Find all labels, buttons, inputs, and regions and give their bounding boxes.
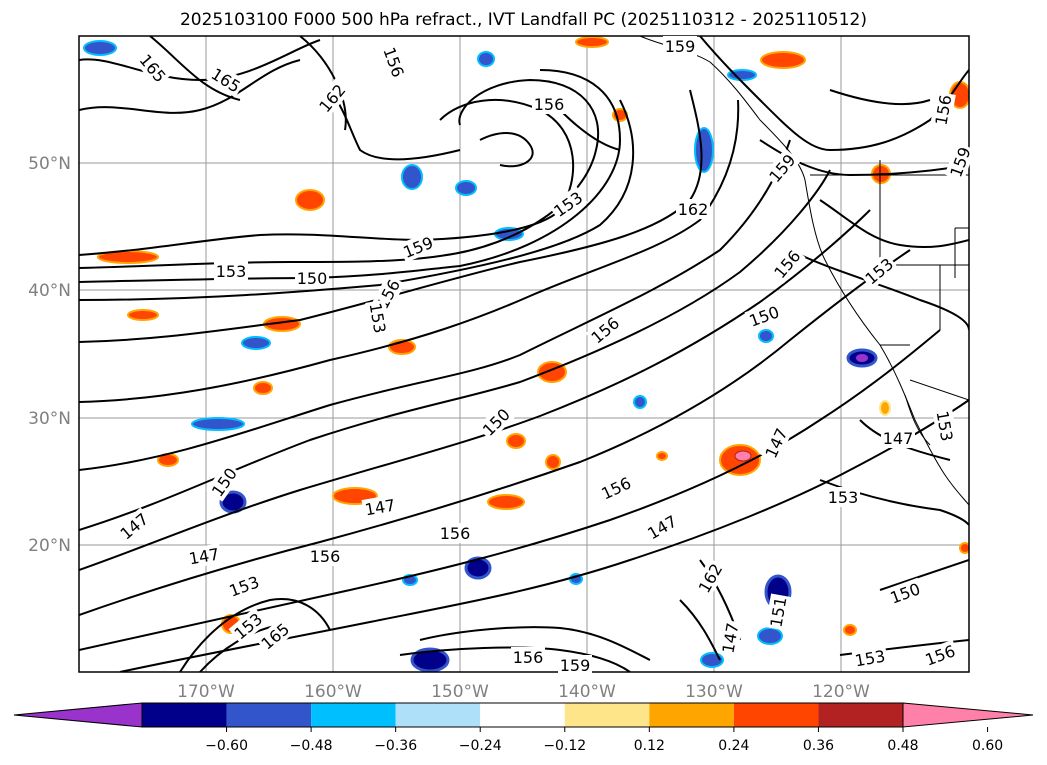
- contour-label-text: 159: [665, 37, 696, 56]
- contour-label: 147: [881, 428, 915, 448]
- colorbar-extend-high: [902, 702, 1034, 728]
- colorbar: −0.60 −0.48 −0.36 −0.24 −0.12 0.12 0.24 0.36 0.4…: [13, 702, 1034, 754]
- contour-label: 162: [676, 199, 710, 219]
- contour-label: 153: [826, 487, 860, 507]
- lat-label: 40°N: [28, 281, 71, 301]
- contour-label: 159: [663, 36, 697, 56]
- latitude-labels: 50°N 40°N 30°N 20°N: [28, 154, 71, 556]
- contour-label: 156: [308, 546, 342, 566]
- colorbar-bin: [226, 703, 312, 727]
- colorbar-bin: [564, 703, 650, 727]
- page-title: 2025103100 F000 500 hPa refract., IVT La…: [179, 10, 867, 30]
- contour-label-text: 147: [883, 429, 914, 448]
- colorbar-bin: [818, 703, 903, 727]
- colorbar-frame: [141, 702, 904, 728]
- contour-label: 156: [438, 523, 472, 543]
- colorbar-bin: [480, 703, 565, 727]
- contour-label-text: 153: [828, 488, 859, 507]
- lon-label: 130°W: [685, 682, 743, 702]
- map-frame: [78, 35, 970, 673]
- contour-label-text: 156: [440, 524, 471, 543]
- colorbar-tick-label: −0.60: [205, 738, 248, 754]
- contour-label: 159: [558, 655, 592, 675]
- contour-label-text: 153: [216, 262, 247, 281]
- colorbar-bin: [649, 703, 734, 727]
- colorbar-tick-label: 0.48: [887, 738, 918, 754]
- contour-label-text: 159: [560, 656, 591, 675]
- lat-label: 50°N: [28, 154, 71, 174]
- contour-label-text: 162: [678, 200, 709, 219]
- colorbar-tick-label: −0.24: [459, 738, 502, 754]
- longitude-labels: 170°W 160°W 150°W 140°W 130°W 120°W: [177, 682, 870, 702]
- contour-label: 153: [214, 261, 248, 281]
- coastlines: [639, 36, 969, 506]
- lon-label: 120°W: [812, 682, 870, 702]
- lon-label: 150°W: [431, 682, 489, 702]
- contour-label: 151: [765, 593, 791, 631]
- colorbar-tick-label: −0.36: [374, 738, 417, 754]
- lon-label: 160°W: [304, 682, 362, 702]
- colorbar-bin: [733, 703, 819, 727]
- contour-label-text: 156: [534, 95, 565, 114]
- colorbar-tick-label: −0.12: [543, 738, 586, 754]
- lon-label: 170°W: [177, 682, 235, 702]
- colorbar-tick-label: −0.48: [290, 738, 333, 754]
- contour-label: 156: [511, 647, 545, 667]
- colorbar-extend-low: [13, 702, 143, 728]
- lat-label: 30°N: [28, 409, 71, 429]
- lat-label: 20°N: [28, 536, 71, 556]
- colorbar-bin: [142, 703, 227, 727]
- lon-label: 140°W: [558, 682, 616, 702]
- contour-label: 150: [295, 268, 329, 288]
- colorbar-bin: [311, 703, 396, 727]
- colorbar-bin: [395, 703, 481, 727]
- colorbar-tick-label: 0.24: [718, 738, 749, 754]
- contour-label-text: 156: [310, 547, 341, 566]
- colorbar-tick-label: 0.12: [634, 738, 665, 754]
- contour-label: 156: [532, 94, 566, 114]
- colorbar-tick-label: 0.36: [803, 738, 834, 754]
- contour-label-text: 156: [513, 648, 544, 667]
- contour-label-text: 150: [297, 269, 328, 288]
- colorbar-tick-label: 0.60: [972, 738, 1003, 754]
